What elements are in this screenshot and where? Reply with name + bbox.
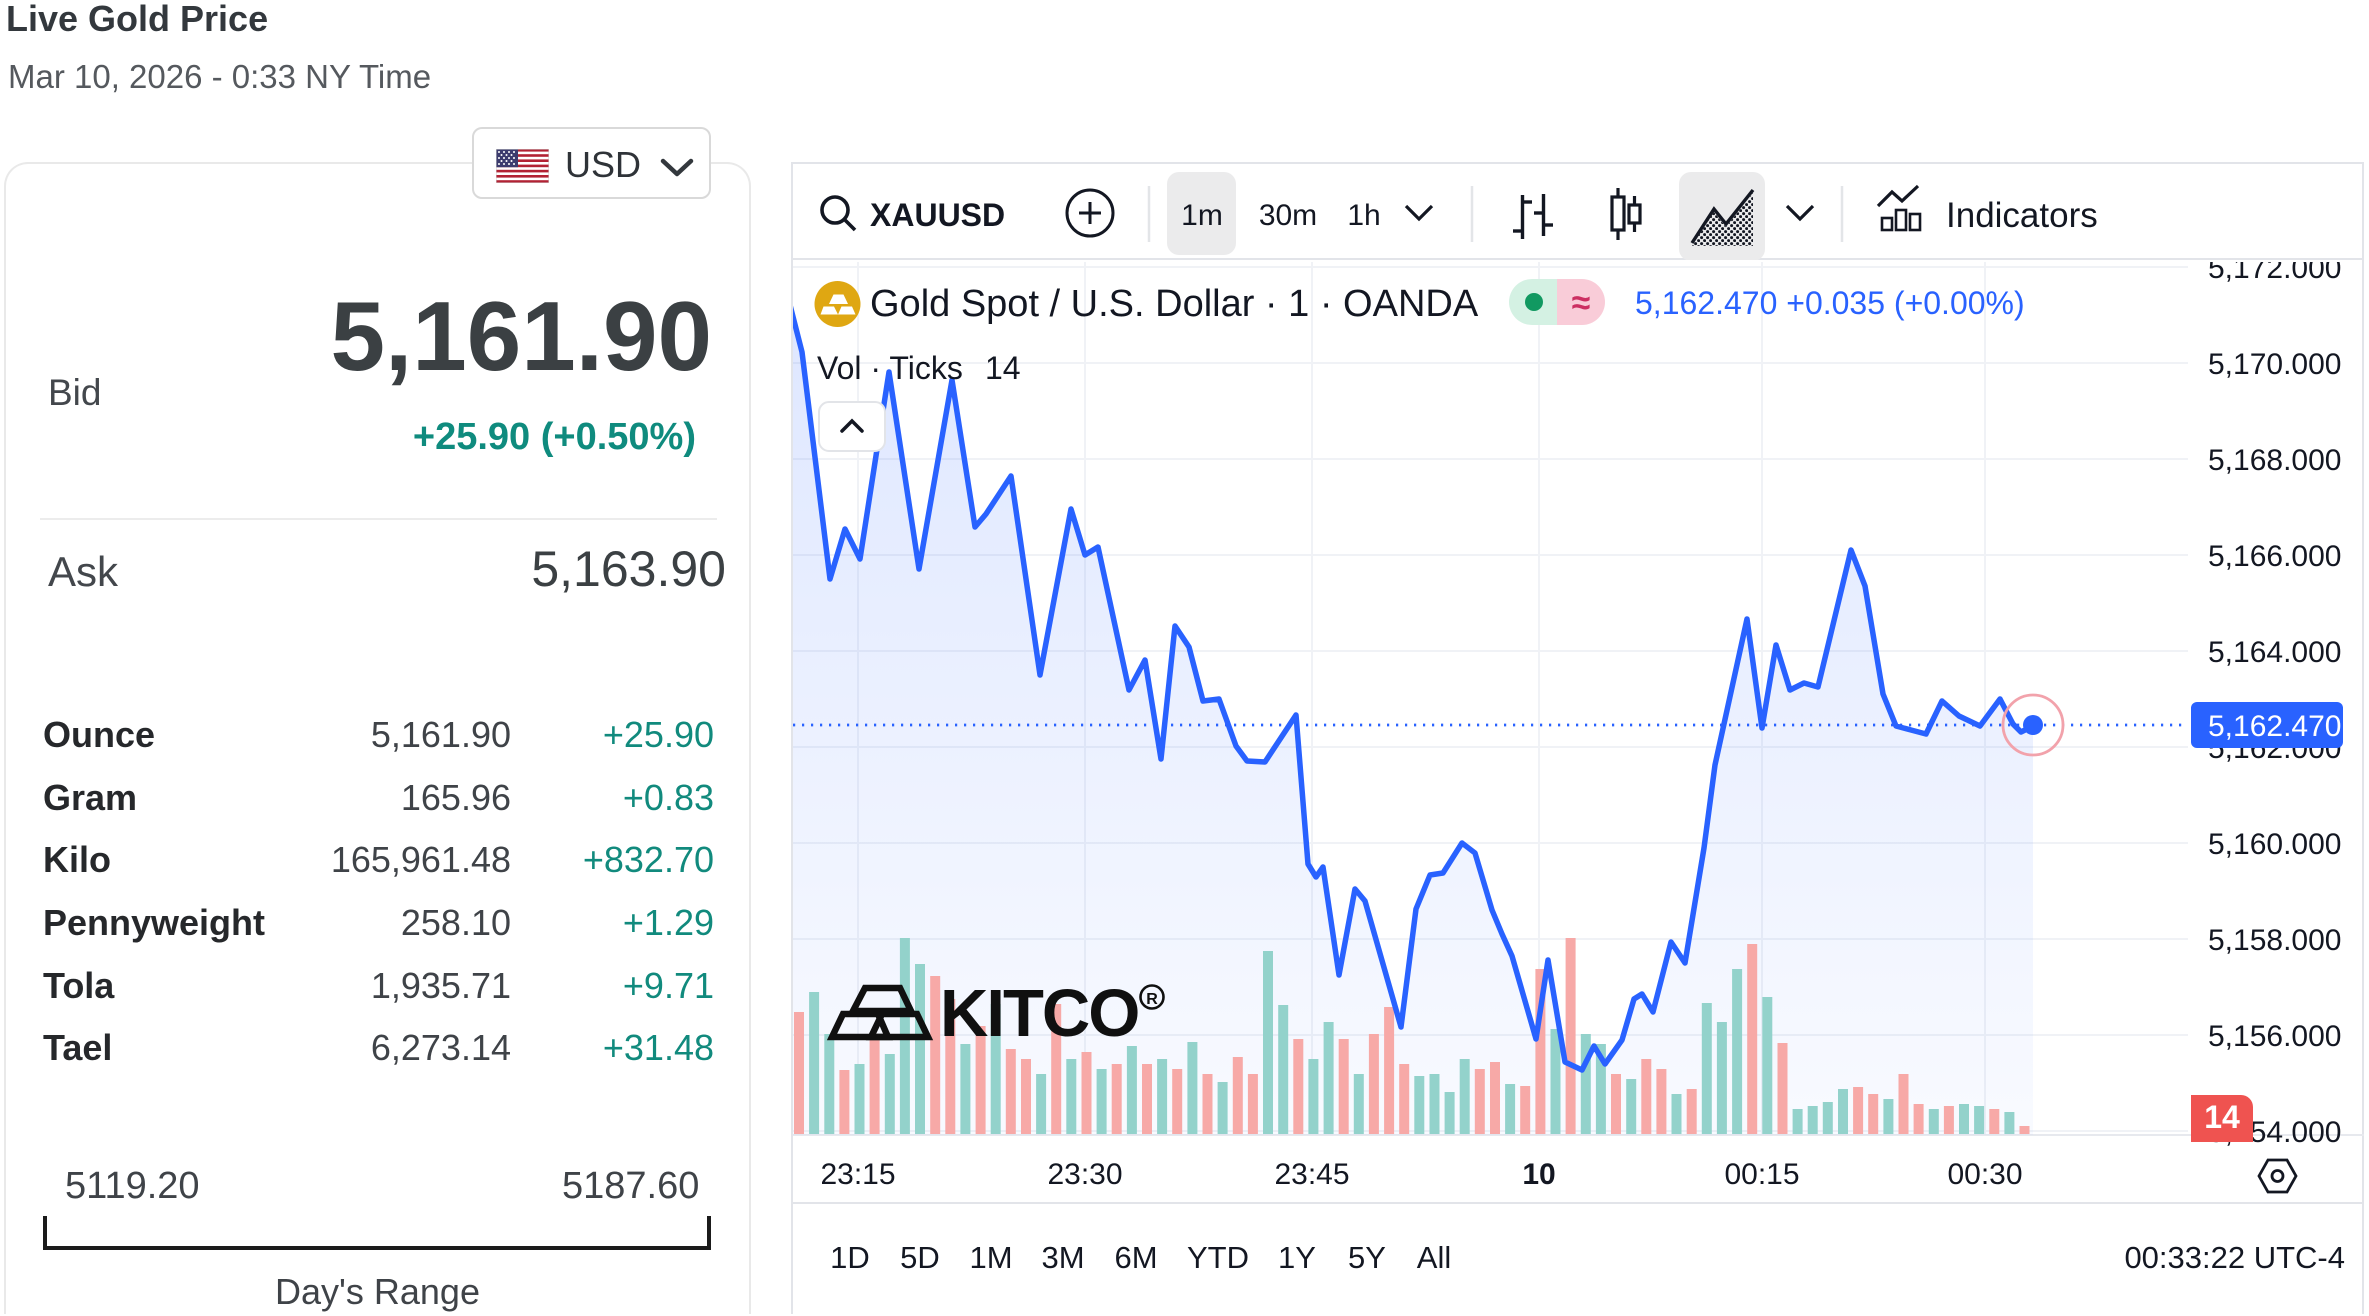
svg-text:Indicators: Indicators bbox=[1946, 196, 2098, 235]
svg-text:R: R bbox=[1146, 991, 1158, 1008]
svg-text:1h: 1h bbox=[1347, 199, 1380, 232]
svg-text:10: 10 bbox=[1522, 1158, 1555, 1191]
svg-text:5,160.000: 5,160.000 bbox=[2208, 828, 2341, 861]
svg-text:23:30: 23:30 bbox=[1047, 1158, 1122, 1191]
svg-text:1D: 1D bbox=[830, 1240, 870, 1275]
svg-text:3M: 3M bbox=[1041, 1240, 1084, 1275]
svg-text:XAUUSD: XAUUSD bbox=[870, 197, 1005, 233]
svg-text:All: All bbox=[1417, 1240, 1451, 1275]
svg-text:5,156.000: 5,156.000 bbox=[2208, 1020, 2341, 1053]
svg-text:14: 14 bbox=[985, 350, 1021, 386]
svg-text:5,170.000: 5,170.000 bbox=[2208, 348, 2341, 381]
svg-text:30m: 30m bbox=[1259, 199, 1317, 232]
svg-text:5Y: 5Y bbox=[1348, 1240, 1386, 1275]
svg-text:5,162.470 +0.035 (+0.00%): 5,162.470 +0.035 (+0.00%) bbox=[1635, 285, 2025, 321]
svg-text:YTD: YTD bbox=[1187, 1240, 1249, 1275]
svg-text:00:33:22 UTC-4: 00:33:22 UTC-4 bbox=[2124, 1240, 2345, 1275]
svg-text:23:15: 23:15 bbox=[820, 1158, 895, 1191]
svg-text:5,166.000: 5,166.000 bbox=[2208, 540, 2341, 573]
svg-text:5,162.470: 5,162.470 bbox=[2208, 710, 2341, 743]
svg-text:5D: 5D bbox=[900, 1240, 940, 1275]
svg-text:1M: 1M bbox=[969, 1240, 1012, 1275]
svg-text:23:45: 23:45 bbox=[1274, 1158, 1349, 1191]
svg-text:6M: 6M bbox=[1114, 1240, 1157, 1275]
svg-text:KITCO: KITCO bbox=[940, 976, 1138, 1051]
svg-text:5,158.000: 5,158.000 bbox=[2208, 924, 2341, 957]
svg-text:Gold Spot / U.S. Dollar · 1 ·: Gold Spot / U.S. Dollar · 1 · OANDA bbox=[870, 283, 1479, 325]
svg-text:1Y: 1Y bbox=[1278, 1240, 1316, 1275]
svg-text:≈: ≈ bbox=[1572, 284, 1591, 322]
svg-text:5,172.000: 5,172.000 bbox=[2208, 262, 2341, 285]
svg-text:5,168.000: 5,168.000 bbox=[2208, 444, 2341, 477]
svg-text:Vol · Ticks: Vol · Ticks bbox=[817, 350, 963, 386]
svg-text:00:30: 00:30 bbox=[1947, 1158, 2022, 1191]
svg-text:14: 14 bbox=[2204, 1099, 2240, 1135]
svg-text:00:15: 00:15 bbox=[1724, 1158, 1799, 1191]
svg-text:5,164.000: 5,164.000 bbox=[2208, 636, 2341, 669]
svg-text:1m: 1m bbox=[1181, 199, 1223, 232]
